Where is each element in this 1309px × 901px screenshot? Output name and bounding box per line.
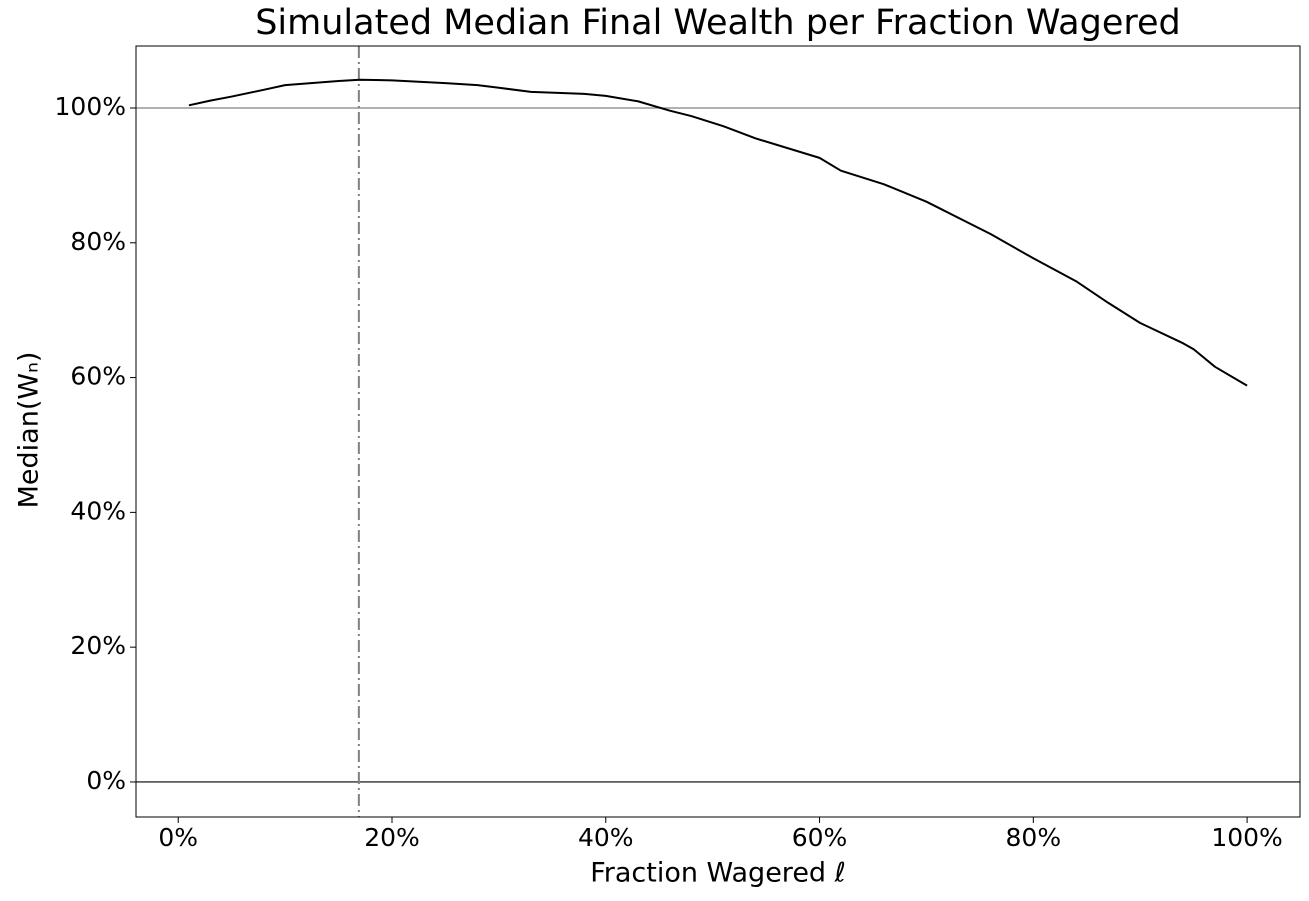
y-tick-label: 60%	[70, 362, 126, 391]
x-tick-label: 60%	[792, 823, 848, 852]
y-tick-label: 100%	[55, 92, 126, 121]
data-line	[188, 78, 1248, 387]
y-axis-label: Median(Wₙ)	[14, 352, 45, 509]
x-tick-label: 0%	[158, 823, 198, 852]
x-tick-label: 100%	[1211, 823, 1282, 852]
x-axis-label: Fraction Wagered ℓ	[590, 858, 846, 889]
x-tick-label: 40%	[578, 823, 634, 852]
y-tick-label: 40%	[70, 496, 126, 525]
x-tick-label: 80%	[1006, 823, 1062, 852]
plot-frame	[135, 45, 1301, 818]
y-tick-label: 0%	[86, 766, 126, 795]
chart-title: Simulated Median Final Wealth per Fracti…	[255, 3, 1181, 43]
x-tick-label: 20%	[364, 823, 420, 852]
y-tick-label: 20%	[70, 631, 126, 660]
y-tick-label: 80%	[70, 227, 126, 256]
